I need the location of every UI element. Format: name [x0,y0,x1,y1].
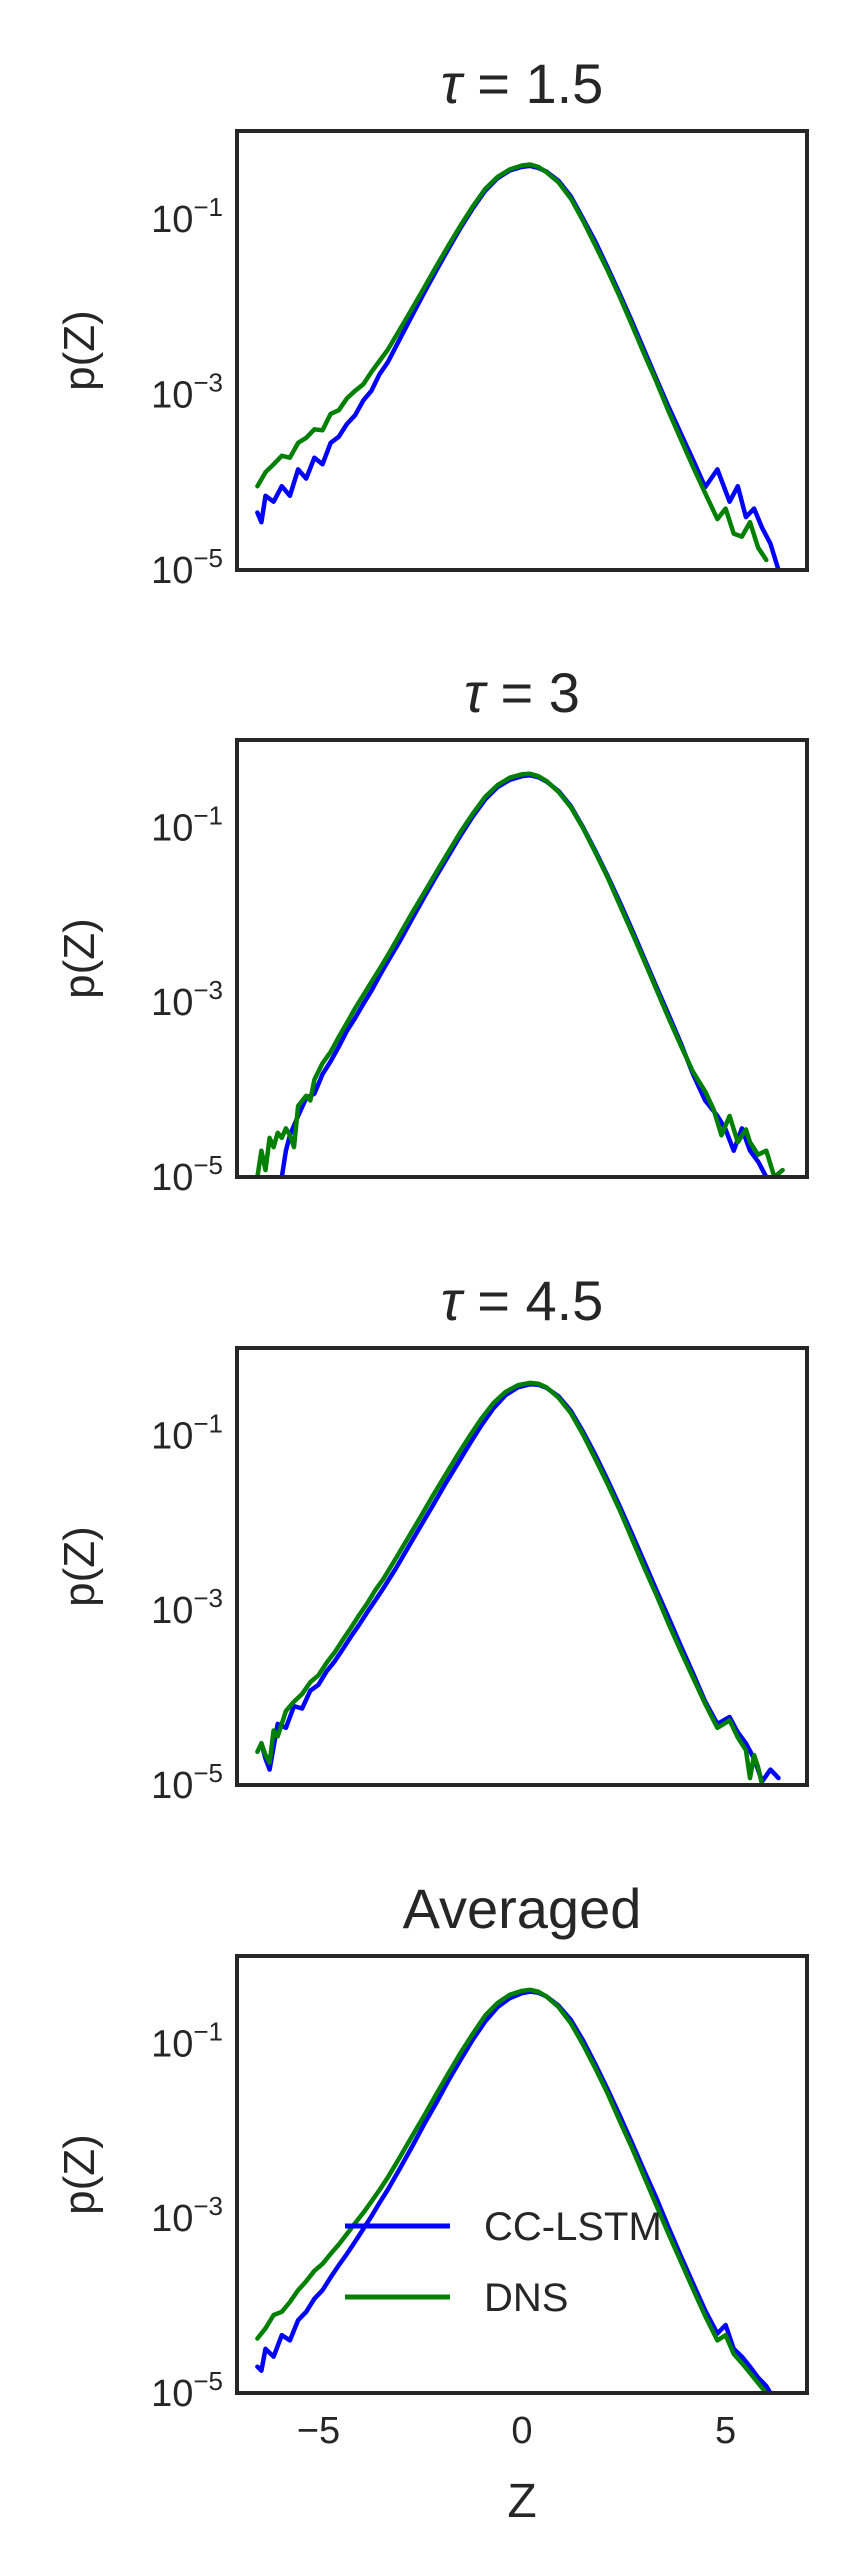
y-axis-label: p(Z) [55,2134,104,2215]
subplot-1: τ = 1.5 p(Z) 10−1 10−3 10−5 [55,52,809,592]
chart-title: Averaged [403,1877,642,1940]
chart-title: τ = 4.5 [441,1269,604,1332]
y-tick-label: 10−1 [151,1408,223,1457]
x-tick-label: 0 [511,2410,532,2452]
y-tick-label: 10−1 [151,800,223,849]
x-tick-label: −5 [297,2410,340,2452]
subplot-4: Averaged p(Z) 10−1 10−3 10−5 −5 0 5 Z CC-LSTM DNS [55,1877,809,2528]
plot-frame [235,129,809,572]
y-tick-label: 10−5 [151,1150,223,1199]
plot-frame [235,1954,809,2395]
legend-label: CC-LSTM [484,2205,662,2249]
y-tick-label: 10−1 [151,192,223,241]
legend-label: DNS [484,2276,568,2320]
subplot-2: τ = 3 p(Z) 10−1 10−3 10−5 [55,661,809,1199]
y-axis-label: p(Z) [55,918,104,999]
series-line-cc-lstm [279,773,769,1177]
series-line-dns [255,162,769,563]
chart-title: τ = 3 [464,661,580,724]
y-tick-label: 10−3 [151,367,223,416]
series-line-cc-lstm [255,163,781,570]
y-tick-label: 10−1 [151,2016,223,2065]
series-line-dns [255,1987,769,2393]
plot-frame [235,738,809,1179]
legend: CC-LSTM DNS [345,2205,662,2320]
y-tick-label: 10−3 [151,2191,223,2240]
y-tick-label: 10−5 [151,543,223,592]
x-tick-label: 5 [715,2410,736,2452]
y-tick-label: 10−5 [151,2366,223,2415]
y-tick-label: 10−3 [151,1583,223,1632]
y-axis-label: p(Z) [55,310,104,391]
x-axis-label: Z [507,2475,536,2528]
y-tick-label: 10−3 [151,975,223,1024]
y-axis-label: p(Z) [55,1526,104,1607]
plot-frame [235,1346,809,1787]
series-line-cc-lstm [259,1381,781,1784]
subplot-3: τ = 4.5 p(Z) 10−1 10−3 10−5 [55,1269,809,1807]
y-tick-label: 10−5 [151,1758,223,1807]
chart-title: τ = 1.5 [441,52,604,115]
series-line-cc-lstm [255,1989,773,2393]
series-line-dns [255,1380,765,1785]
series-line-dns [255,771,785,1177]
